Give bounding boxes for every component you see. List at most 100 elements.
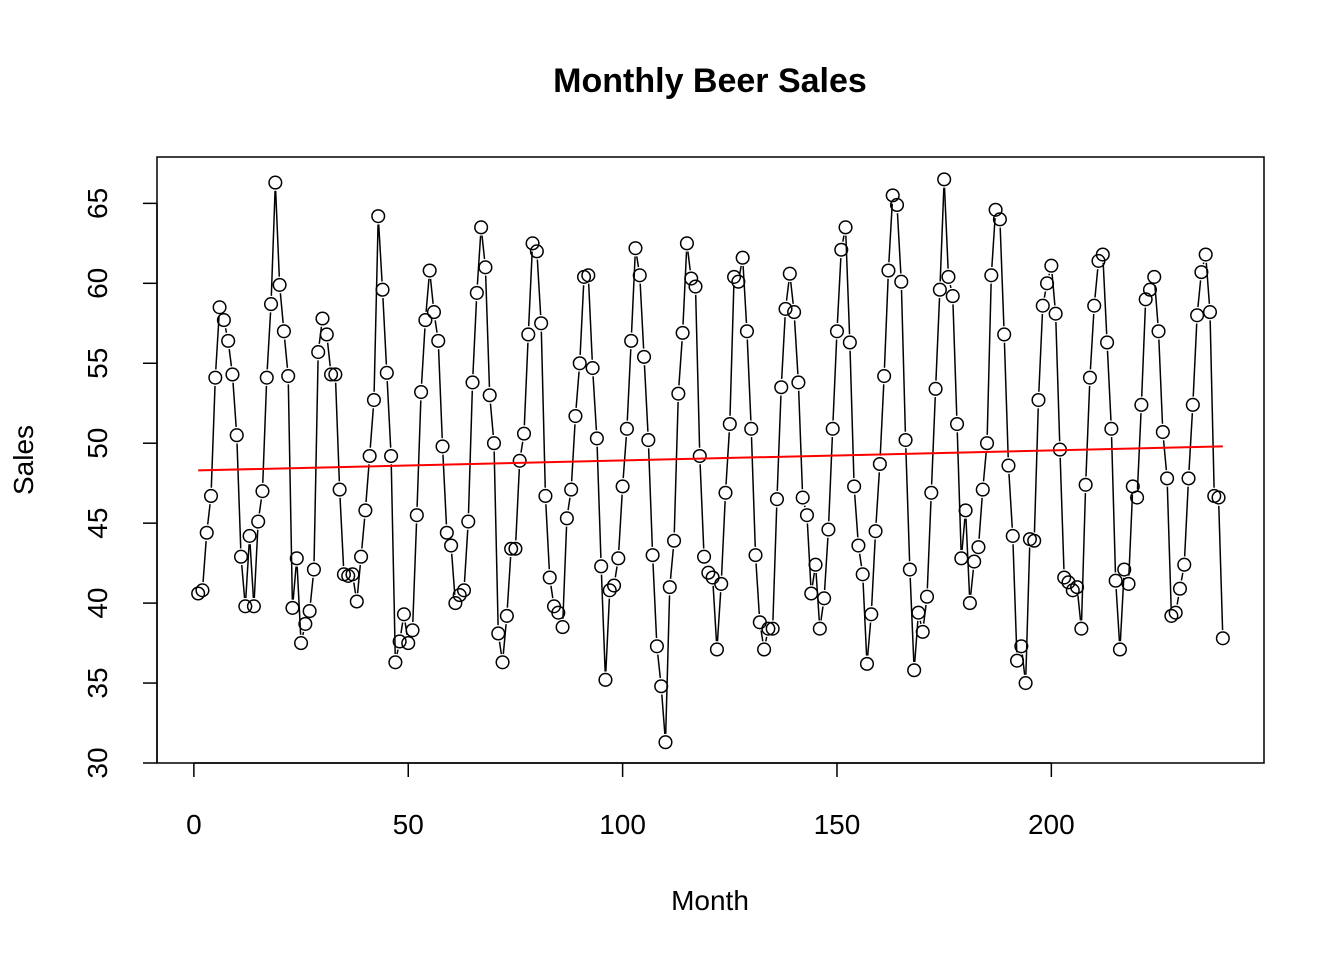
data-point — [1041, 277, 1054, 290]
series-segment — [945, 188, 949, 269]
data-point — [822, 523, 835, 536]
data-point — [561, 512, 574, 525]
data-point — [852, 539, 865, 552]
y-tick-label: 40 — [82, 588, 113, 619]
data-point — [976, 483, 989, 496]
data-point — [805, 587, 818, 600]
series-segment — [1090, 314, 1093, 369]
data-point — [316, 312, 329, 325]
data-point — [230, 429, 243, 442]
series-segment — [1026, 547, 1030, 674]
series-segment — [837, 258, 840, 323]
data-point — [265, 298, 278, 311]
series-segment — [795, 320, 798, 374]
series-segment — [1013, 544, 1017, 652]
data-point — [1101, 336, 1114, 349]
series-segment — [855, 495, 858, 538]
data-point — [226, 368, 239, 381]
data-point — [513, 454, 526, 467]
series-segment — [1185, 487, 1188, 557]
data-point — [222, 335, 235, 348]
sales-series-lines — [203, 188, 1223, 734]
data-point — [681, 237, 694, 250]
data-point — [543, 571, 556, 584]
y-tick-label: 65 — [82, 188, 113, 219]
series-segment — [576, 372, 579, 408]
data-point — [595, 560, 608, 573]
series-segment — [1164, 440, 1167, 470]
data-point — [818, 592, 831, 605]
series-segment — [992, 218, 995, 267]
series-segment — [799, 391, 803, 490]
data-point — [363, 450, 376, 463]
series-segment — [627, 349, 630, 420]
series-segment — [387, 381, 390, 448]
data-point — [981, 437, 994, 450]
data-point — [1195, 266, 1208, 279]
series-segment — [756, 563, 759, 614]
series-segment — [1082, 493, 1086, 620]
series-segment — [397, 650, 398, 655]
series-segment — [280, 293, 283, 323]
data-point — [402, 637, 415, 650]
series-segment — [229, 349, 231, 366]
series-segment — [984, 451, 987, 481]
data-point — [693, 450, 706, 463]
data-point — [771, 493, 784, 506]
data-point — [556, 621, 569, 634]
series-segment — [271, 191, 275, 296]
series-segment — [880, 384, 883, 455]
series-segment — [366, 464, 369, 502]
data-point — [398, 608, 411, 621]
series-segment — [979, 498, 982, 539]
series-segment — [203, 541, 206, 582]
data-point — [616, 480, 629, 493]
data-point — [1084, 371, 1097, 384]
data-point — [376, 283, 389, 296]
series-segment — [537, 260, 540, 315]
series-segment — [962, 519, 965, 550]
data-point — [921, 590, 934, 603]
data-point — [663, 581, 676, 594]
series-segment — [1056, 322, 1060, 441]
series-segment — [987, 284, 991, 435]
series-segment — [1086, 386, 1090, 477]
data-point — [964, 597, 977, 610]
data-point — [565, 483, 578, 496]
data-point — [290, 552, 303, 565]
data-point — [831, 325, 844, 338]
series-segment — [354, 583, 356, 594]
data-point — [629, 242, 642, 255]
series-segment — [358, 565, 361, 593]
data-point — [985, 269, 998, 282]
series-segment — [787, 282, 789, 301]
series-segment — [843, 236, 844, 242]
data-point — [196, 584, 209, 597]
series-segment — [482, 236, 485, 259]
series-segment — [370, 408, 373, 447]
data-point — [1045, 259, 1058, 272]
series-segment — [644, 365, 647, 432]
data-point — [411, 509, 424, 522]
series-segment — [619, 495, 622, 550]
data-point — [256, 485, 269, 498]
series-segment — [288, 384, 292, 599]
data-point — [569, 410, 582, 423]
series-segment — [717, 592, 720, 641]
series-segment — [671, 549, 674, 579]
series-segment — [1103, 263, 1106, 334]
data-point — [286, 602, 299, 615]
data-point — [372, 210, 385, 223]
data-point — [745, 423, 758, 436]
series-segment — [328, 343, 331, 366]
series-segment — [889, 204, 892, 263]
data-point — [1049, 307, 1062, 320]
series-segment — [812, 573, 814, 585]
series-segment — [700, 464, 704, 548]
series-segment — [953, 304, 957, 415]
series-segment — [653, 563, 657, 638]
data-point — [741, 325, 754, 338]
series-segment — [469, 391, 473, 514]
series-segment — [374, 224, 378, 391]
